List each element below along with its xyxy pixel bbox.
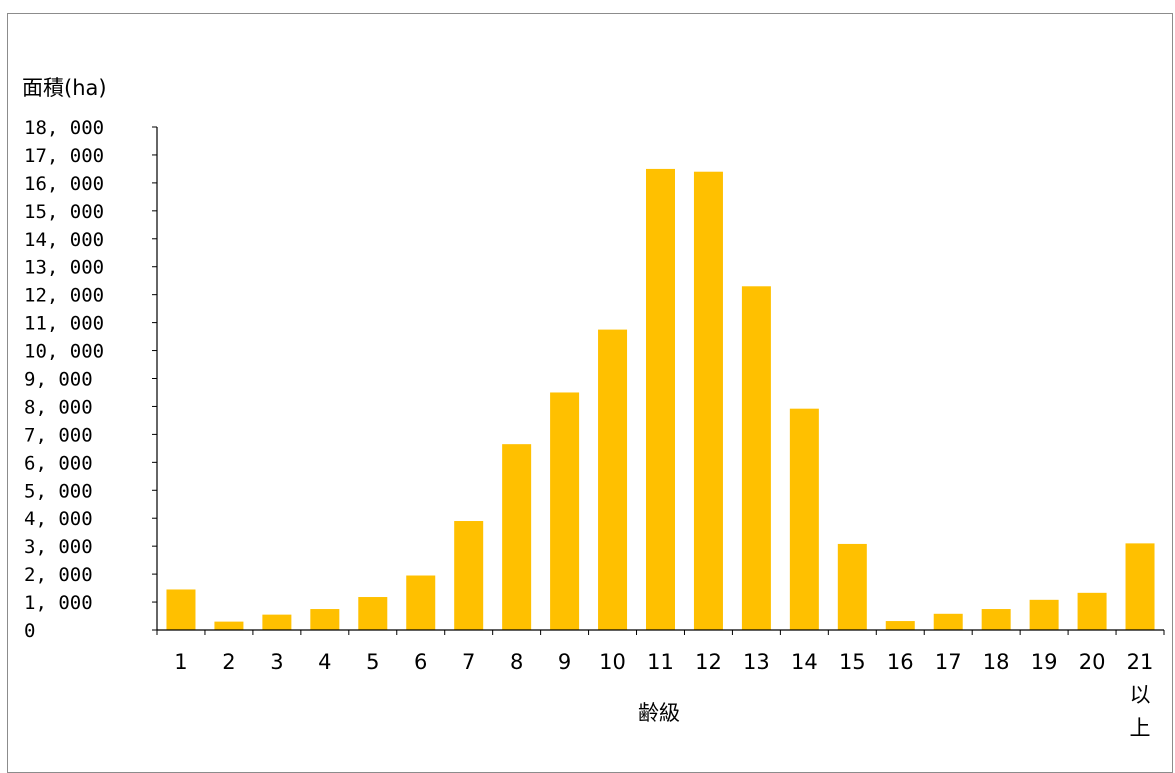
x-tick-label: 20 — [1079, 650, 1106, 674]
x-tick-label: 4 — [318, 650, 331, 674]
bar — [933, 613, 963, 630]
axes — [156, 127, 1164, 631]
x-tick-label: 16 — [887, 650, 914, 674]
y-axis-label: 面積(ha) — [22, 76, 107, 100]
bar — [789, 408, 819, 630]
y-tick-label: 4, 000 — [24, 508, 93, 530]
x-axis-label: 齢級 — [638, 701, 680, 725]
x-tick-label: 1 — [174, 650, 187, 674]
y-tick-label: 15, 000 — [24, 201, 104, 223]
bar — [358, 597, 388, 630]
y-tick-label: 7, 000 — [24, 424, 93, 446]
y-tick-label: 18, 000 — [24, 117, 104, 139]
x-tick-label: 21 — [1127, 650, 1154, 674]
x-tick-label: 11 — [647, 650, 674, 674]
bar — [166, 589, 196, 630]
y-tick-label: 12, 000 — [24, 285, 104, 307]
x-tick-label: 7 — [462, 650, 475, 674]
bar — [885, 621, 915, 630]
bar — [646, 168, 675, 630]
bar — [214, 621, 244, 630]
y-tick-label: 13, 000 — [24, 257, 104, 279]
y-tick-label: 16, 000 — [24, 173, 104, 195]
y-tick-label: 17, 000 — [24, 145, 104, 167]
bar — [741, 286, 771, 630]
x-tick-label: 13 — [743, 650, 770, 674]
x-tick-label: 9 — [558, 650, 571, 674]
bar — [693, 171, 723, 630]
y-tick-label: 14, 000 — [24, 229, 104, 251]
x-tick-label: 10 — [599, 650, 626, 674]
bar — [550, 392, 580, 630]
bar — [502, 444, 532, 630]
bar — [454, 521, 484, 630]
x-tick-label: 2 — [222, 650, 235, 674]
x-tick-label: 18 — [983, 650, 1010, 674]
x-tick-label: 5 — [366, 650, 379, 674]
bar — [1125, 543, 1155, 630]
y-tick-label: 1, 000 — [24, 592, 93, 614]
y-tick-label: 9, 000 — [24, 369, 93, 391]
bar — [1029, 599, 1059, 630]
x-tick-label: 19 — [1031, 650, 1058, 674]
x-tick-label: 上 — [1130, 716, 1151, 740]
y-tick-label: 6, 000 — [24, 452, 93, 474]
x-tick-label: 14 — [791, 650, 818, 674]
x-tick-label: 17 — [935, 650, 962, 674]
bars — [166, 168, 1155, 630]
bar — [406, 575, 436, 630]
y-tick-label: 0 — [24, 620, 35, 642]
x-tick-label: 3 — [270, 650, 283, 674]
bar — [837, 543, 867, 630]
x-tick-label: 12 — [695, 650, 722, 674]
y-tick-label: 5, 000 — [24, 480, 93, 502]
y-tick-label: 3, 000 — [24, 536, 93, 558]
bar — [598, 329, 628, 630]
bar — [981, 609, 1011, 630]
y-tick-label: 8, 000 — [24, 396, 93, 418]
x-tick-label: 以 — [1130, 683, 1151, 707]
bar — [262, 614, 292, 630]
y-tick-label: 11, 000 — [24, 313, 104, 335]
y-tick-label: 10, 000 — [24, 341, 104, 363]
bar — [1077, 592, 1107, 630]
x-tick-label: 8 — [510, 650, 523, 674]
y-axis-ticks: 0 1, 000 2, 000 3, 000 4, 000 5, 000 6, 000 7, … — [24, 117, 157, 642]
bar — [310, 609, 340, 630]
x-tick-label: 6 — [414, 650, 427, 674]
y-tick-label: 2, 000 — [24, 564, 93, 586]
x-tick-label: 15 — [839, 650, 866, 674]
